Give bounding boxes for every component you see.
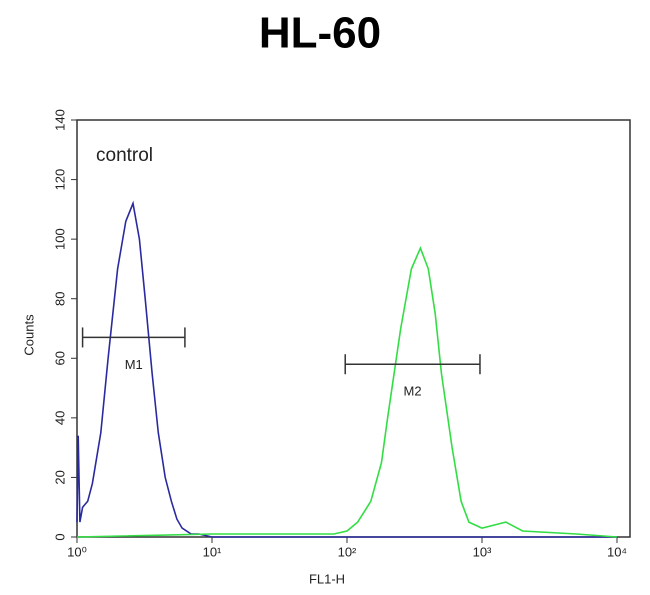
y-tick-label: 20 <box>52 470 67 484</box>
x-axis-label: FL1-H <box>309 571 345 586</box>
histogram-line <box>76 245 618 538</box>
x-tick-label: 10² <box>338 544 357 559</box>
x-tick-label: 10¹ <box>203 544 222 559</box>
y-tick-label: 80 <box>52 291 67 305</box>
x-tick-label: 10⁴ <box>607 544 627 559</box>
chart-title: HL-60 <box>259 9 381 58</box>
y-tick-label: 0 <box>52 533 67 540</box>
annotation: control <box>96 145 153 166</box>
y-tick-label: 100 <box>52 228 67 250</box>
x-tick-label: 10⁰ <box>67 544 87 559</box>
y-tick-label: 120 <box>52 169 67 191</box>
x-tick-label: 10³ <box>473 544 492 559</box>
y-tick-label: 40 <box>52 411 67 425</box>
y-tick-label: 60 <box>52 351 67 365</box>
histogram-line <box>76 200 617 538</box>
plot-frame <box>76 119 631 538</box>
y-tick-label: 140 <box>52 109 67 131</box>
y-axis-label: Counts <box>21 314 36 356</box>
gate-label: M1 <box>125 357 143 372</box>
gate-label: M2 <box>404 384 422 399</box>
